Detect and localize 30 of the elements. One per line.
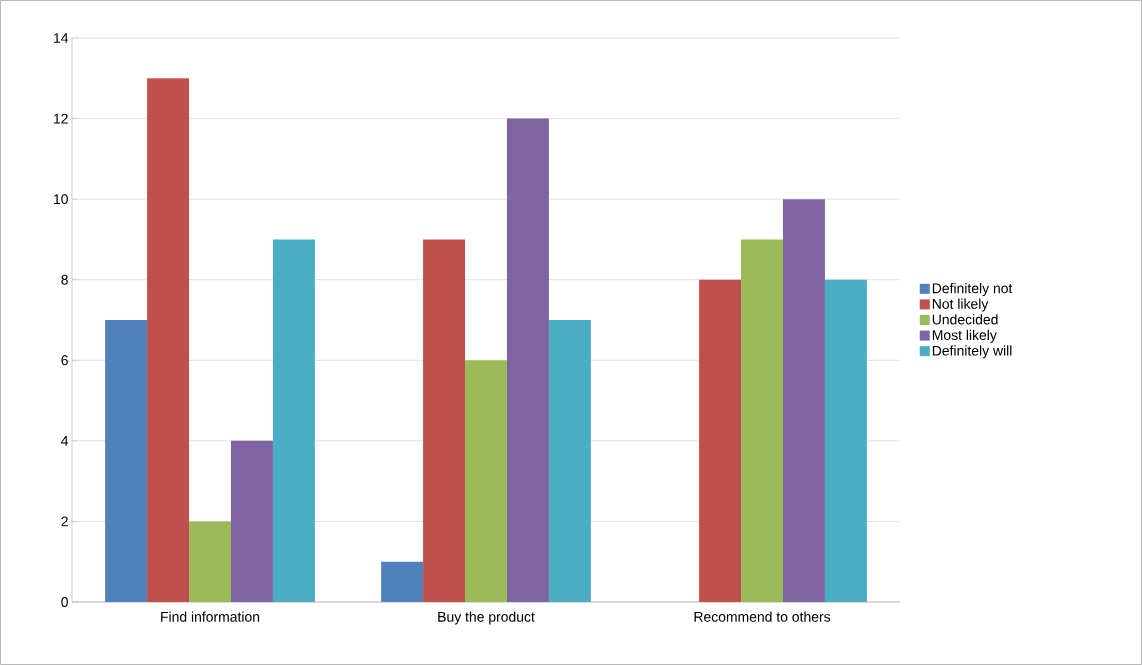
bar (230, 440, 273, 602)
legend-label: Definitely not (932, 283, 1013, 297)
y-tick-label: 12 (54, 113, 68, 124)
legend-label: Not likely (932, 298, 989, 312)
y-tick-label: 10 (54, 194, 68, 205)
bar (782, 199, 825, 602)
legend-label: Most likely (932, 329, 997, 343)
bar (189, 521, 231, 602)
bar (272, 239, 315, 602)
legend-label: Definitely will (932, 345, 1012, 359)
y-tick-label: 0 (61, 597, 68, 607)
y-tick-label: 14 (54, 33, 69, 43)
x-tick-label: Buy the product (438, 611, 535, 625)
bar (506, 118, 549, 602)
bar (147, 78, 190, 602)
bar (465, 360, 507, 602)
legend-label: Undecided (932, 314, 998, 325)
x-tick-label: Find information (161, 611, 260, 622)
bar (824, 279, 867, 602)
bar (548, 320, 591, 602)
y-tick-label: 8 (61, 274, 68, 285)
bar (741, 239, 783, 602)
bar (423, 239, 466, 602)
bar (105, 320, 148, 602)
bar (381, 561, 424, 602)
y-tick-label: 6 (61, 355, 68, 366)
y-tick-label: 2 (61, 516, 68, 527)
y-tick-label: 4 (61, 436, 69, 446)
x-tick-label: Recommend to others (694, 611, 831, 622)
bar (699, 279, 742, 602)
